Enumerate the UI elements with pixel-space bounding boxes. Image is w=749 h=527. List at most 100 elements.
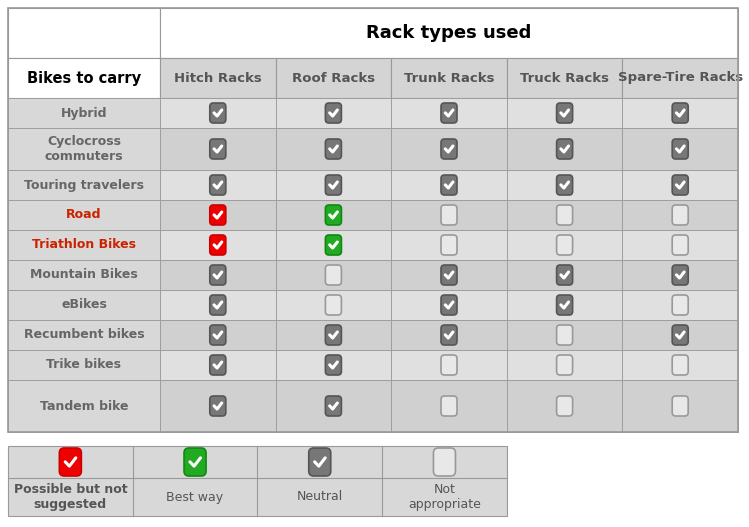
Bar (622, 290, 738, 320)
FancyBboxPatch shape (210, 396, 225, 416)
Text: Road: Road (66, 209, 102, 221)
FancyBboxPatch shape (325, 265, 342, 285)
Bar (276, 320, 391, 350)
FancyBboxPatch shape (210, 355, 225, 375)
Bar (160, 128, 276, 170)
FancyBboxPatch shape (672, 355, 688, 375)
FancyBboxPatch shape (672, 103, 688, 123)
Bar (276, 98, 391, 128)
Text: Triathlon Bikes: Triathlon Bikes (32, 239, 136, 251)
Bar (276, 58, 391, 98)
Text: Rack types used: Rack types used (366, 24, 532, 42)
FancyBboxPatch shape (325, 325, 342, 345)
Bar (391, 128, 507, 170)
Bar (507, 170, 622, 200)
Bar (160, 290, 276, 320)
Bar (8, 290, 160, 320)
Bar (507, 200, 622, 230)
Bar (622, 170, 738, 200)
FancyBboxPatch shape (441, 103, 457, 123)
Bar (622, 58, 738, 98)
Bar (8, 98, 160, 128)
Bar (507, 380, 622, 432)
Text: Tandem bike: Tandem bike (40, 399, 128, 413)
FancyBboxPatch shape (59, 448, 82, 476)
Bar (276, 260, 391, 290)
FancyBboxPatch shape (309, 448, 331, 476)
FancyBboxPatch shape (434, 448, 455, 476)
Bar (160, 350, 276, 380)
FancyBboxPatch shape (325, 235, 342, 255)
FancyBboxPatch shape (325, 205, 342, 225)
Bar (8, 8, 160, 58)
Text: Truck Racks: Truck Racks (520, 72, 609, 84)
FancyBboxPatch shape (210, 175, 225, 195)
FancyBboxPatch shape (557, 295, 572, 315)
FancyBboxPatch shape (441, 265, 457, 285)
FancyBboxPatch shape (557, 325, 572, 345)
FancyBboxPatch shape (557, 205, 572, 225)
FancyBboxPatch shape (441, 325, 457, 345)
FancyBboxPatch shape (672, 265, 688, 285)
Bar (276, 380, 391, 432)
Bar (8, 58, 160, 98)
FancyBboxPatch shape (557, 355, 572, 375)
FancyBboxPatch shape (210, 103, 225, 123)
Bar (276, 200, 391, 230)
FancyBboxPatch shape (441, 355, 457, 375)
FancyBboxPatch shape (557, 265, 572, 285)
Bar (160, 260, 276, 290)
Text: Recumbent bikes: Recumbent bikes (24, 328, 145, 341)
Bar (160, 8, 738, 58)
FancyBboxPatch shape (441, 235, 457, 255)
FancyBboxPatch shape (210, 205, 225, 225)
FancyBboxPatch shape (557, 235, 572, 255)
Bar (276, 290, 391, 320)
Bar (8, 8, 738, 432)
Bar (276, 170, 391, 200)
Bar (622, 200, 738, 230)
Bar (622, 128, 738, 170)
Bar (8, 128, 160, 170)
FancyBboxPatch shape (325, 396, 342, 416)
FancyBboxPatch shape (672, 325, 688, 345)
Bar (507, 58, 622, 98)
Bar (391, 350, 507, 380)
Bar (160, 170, 276, 200)
FancyBboxPatch shape (557, 139, 572, 159)
Bar (8, 446, 507, 516)
FancyBboxPatch shape (210, 295, 225, 315)
FancyBboxPatch shape (441, 295, 457, 315)
Bar (507, 320, 622, 350)
FancyBboxPatch shape (672, 295, 688, 315)
Text: Hybrid: Hybrid (61, 106, 107, 120)
Bar (507, 290, 622, 320)
Bar (160, 320, 276, 350)
FancyBboxPatch shape (672, 205, 688, 225)
Text: Not
appropriate: Not appropriate (408, 483, 481, 511)
FancyBboxPatch shape (441, 139, 457, 159)
Text: Bikes to carry: Bikes to carry (27, 71, 141, 85)
Bar (622, 350, 738, 380)
Text: Possible but not
suggested: Possible but not suggested (13, 483, 127, 511)
Text: Mountain Bikes: Mountain Bikes (30, 268, 138, 281)
Bar (391, 98, 507, 128)
Bar (622, 260, 738, 290)
Bar (8, 230, 160, 260)
Bar (622, 98, 738, 128)
Bar (160, 200, 276, 230)
Text: Trike bikes: Trike bikes (46, 358, 121, 372)
FancyBboxPatch shape (441, 175, 457, 195)
FancyBboxPatch shape (210, 139, 225, 159)
Bar (391, 260, 507, 290)
FancyBboxPatch shape (672, 396, 688, 416)
Bar (8, 380, 160, 432)
FancyBboxPatch shape (325, 355, 342, 375)
Bar (8, 170, 160, 200)
FancyBboxPatch shape (325, 295, 342, 315)
Bar (507, 230, 622, 260)
Text: Best way: Best way (166, 491, 224, 503)
Bar (391, 170, 507, 200)
Bar (391, 380, 507, 432)
FancyBboxPatch shape (325, 175, 342, 195)
